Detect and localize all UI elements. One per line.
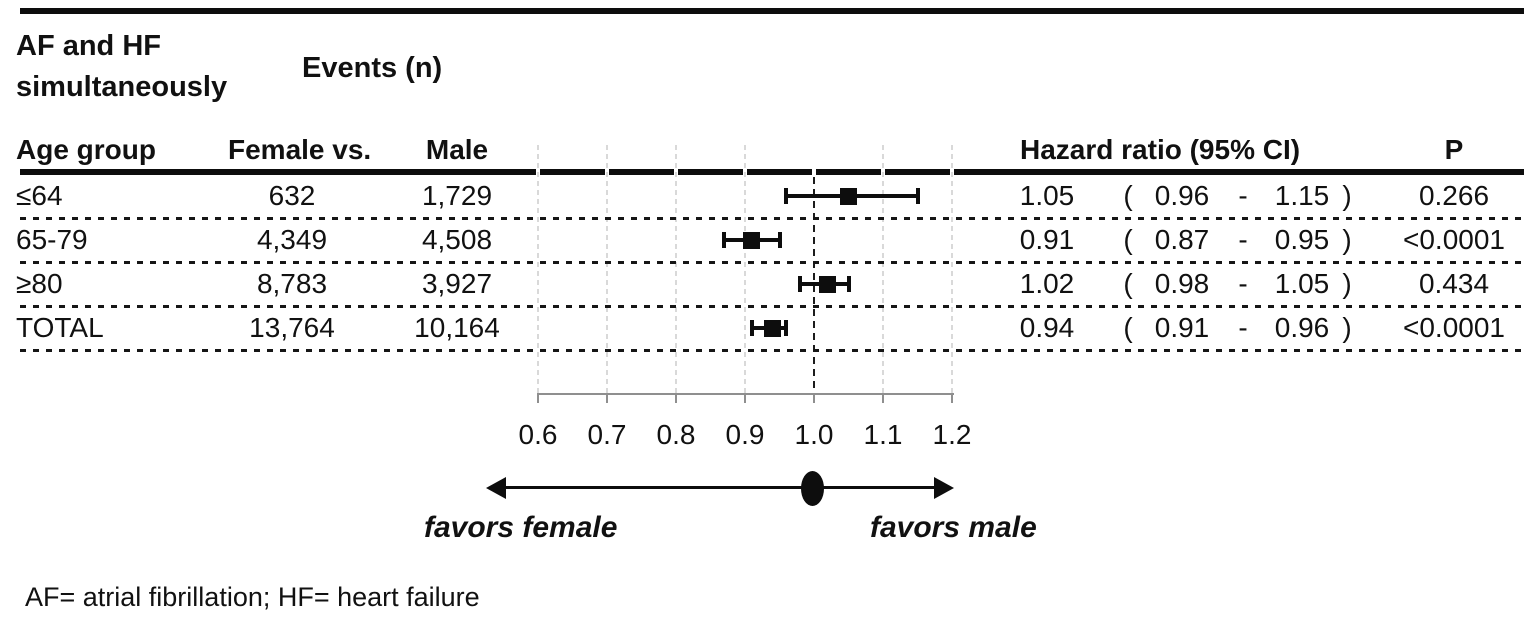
figure-title: AF and HF simultaneously bbox=[16, 26, 227, 108]
row-separator bbox=[20, 305, 1524, 308]
ci-cap-high bbox=[846, 276, 851, 292]
figure-title-line1: AF and HF bbox=[16, 30, 161, 62]
x-axis-tick-label: 0.6 bbox=[518, 419, 558, 450]
ci-dash: - bbox=[1238, 268, 1248, 299]
top-rule bbox=[20, 8, 1524, 14]
ci-open-paren: ( bbox=[1123, 312, 1133, 343]
ci-low-cell: 0.87 bbox=[1154, 224, 1210, 255]
header-rule bbox=[20, 169, 1524, 175]
ci-low-cell: 0.91 bbox=[1154, 312, 1210, 343]
age-group-cell: ≤64 bbox=[16, 180, 63, 211]
hazard-ratio-cell: 1.05 bbox=[1019, 180, 1075, 211]
x-axis-tick bbox=[951, 393, 953, 403]
gridline bbox=[537, 145, 539, 394]
x-axis-tick bbox=[813, 393, 815, 403]
ci-open-paren: ( bbox=[1123, 180, 1133, 211]
x-axis-tick bbox=[606, 393, 608, 403]
table-row-65-79: 65-79 4,349 4,508 0.91 ( 0.87 - 0.95 ) <… bbox=[0, 219, 1534, 261]
favors-male-label: favors male bbox=[870, 511, 1037, 544]
row-separator bbox=[20, 349, 1524, 352]
x-axis-tick-label: 1.0 bbox=[794, 419, 834, 450]
ci-low-cell: 0.98 bbox=[1154, 268, 1210, 299]
hr-point-marker bbox=[819, 275, 837, 293]
row-separator bbox=[20, 217, 1524, 220]
ci-high-cell: 1.05 bbox=[1274, 268, 1330, 299]
p-value-cell: <0.0001 bbox=[1403, 224, 1505, 255]
ci-close-paren: ) bbox=[1342, 180, 1352, 211]
ci-high-cell: 0.96 bbox=[1274, 312, 1330, 343]
hr-point-marker bbox=[840, 187, 857, 205]
ci-cap-high bbox=[784, 320, 789, 336]
male-events-cell: 10,164 bbox=[414, 312, 500, 343]
ci-high-cell: 1.15 bbox=[1274, 180, 1330, 211]
hr-point-marker bbox=[764, 319, 782, 337]
ci-dash: - bbox=[1238, 180, 1248, 211]
x-axis-tick-label: 1.1 bbox=[863, 419, 903, 450]
x-axis-tick bbox=[537, 393, 539, 403]
gridline bbox=[606, 145, 608, 394]
hr-point-marker bbox=[743, 231, 761, 249]
ci-dash: - bbox=[1238, 312, 1248, 343]
x-axis-tick bbox=[882, 393, 884, 403]
column-header-age-group: Age group bbox=[16, 134, 156, 165]
null-effect-ellipse bbox=[801, 471, 824, 506]
ci-cap-low bbox=[798, 276, 803, 292]
gridline bbox=[882, 145, 884, 394]
hazard-ratio-cell: 0.94 bbox=[1019, 312, 1075, 343]
x-axis-tick-label: 0.7 bbox=[587, 419, 627, 450]
x-axis-tick bbox=[744, 393, 746, 403]
column-header-female-vs: Female vs. bbox=[228, 134, 372, 165]
ci-dash: - bbox=[1238, 224, 1248, 255]
arrow-left-icon bbox=[486, 477, 506, 499]
female-events-cell: 8,783 bbox=[256, 268, 328, 299]
hazard-ratio-cell: 0.91 bbox=[1019, 224, 1075, 255]
row-separator bbox=[20, 261, 1524, 264]
x-axis-tick-label: 1.2 bbox=[932, 419, 972, 450]
arrow-right-icon bbox=[934, 477, 954, 499]
x-axis-tick bbox=[675, 393, 677, 403]
table-row-total: TOTAL 13,764 10,164 0.94 ( 0.91 - 0.96 )… bbox=[0, 307, 1534, 349]
ci-close-paren: ) bbox=[1342, 224, 1352, 255]
footnote: AF= atrial fibrillation; HF= heart failu… bbox=[25, 582, 480, 612]
table-row-ge80: ≥80 8,783 3,927 1.02 ( 0.98 - 1.05 ) 0.4… bbox=[0, 263, 1534, 305]
p-value-cell: 0.266 bbox=[1418, 180, 1490, 211]
female-events-cell: 4,349 bbox=[256, 224, 328, 255]
ci-close-paren: ) bbox=[1342, 268, 1352, 299]
ci-close-paren: ) bbox=[1342, 312, 1352, 343]
ci-cap-low bbox=[722, 232, 727, 248]
ci-open-paren: ( bbox=[1123, 224, 1133, 255]
age-group-cell: ≥80 bbox=[16, 268, 63, 299]
male-events-cell: 4,508 bbox=[421, 224, 493, 255]
gridline bbox=[744, 145, 746, 394]
column-header-male: Male bbox=[425, 134, 489, 165]
ci-cap-high bbox=[915, 188, 920, 204]
female-events-cell: 632 bbox=[268, 180, 316, 211]
x-axis-tick-label: 0.8 bbox=[656, 419, 696, 450]
female-events-cell: 13,764 bbox=[249, 312, 335, 343]
gridline bbox=[951, 145, 953, 394]
ci-cap-low bbox=[749, 320, 754, 336]
favors-female-label: favors female bbox=[424, 511, 618, 544]
male-events-cell: 3,927 bbox=[421, 268, 493, 299]
age-group-cell: 65-79 bbox=[16, 224, 88, 255]
ci-low-cell: 0.96 bbox=[1154, 180, 1210, 211]
hazard-ratio-cell: 1.02 bbox=[1019, 268, 1075, 299]
events-header: Events (n) bbox=[302, 52, 443, 84]
p-value-cell: <0.0001 bbox=[1403, 312, 1505, 343]
ci-cap-low bbox=[784, 188, 789, 204]
gridline bbox=[675, 145, 677, 394]
table-row-le64: ≤64 632 1,729 1.05 ( 0.96 - 1.15 ) 0.266 bbox=[0, 175, 1534, 217]
x-axis-tick-label: 0.9 bbox=[725, 419, 765, 450]
ci-cap-high bbox=[777, 232, 782, 248]
p-value-cell: 0.434 bbox=[1418, 268, 1490, 299]
column-header-hazard-ratio: Hazard ratio (95% CI) bbox=[1020, 134, 1301, 165]
ci-high-cell: 0.95 bbox=[1274, 224, 1330, 255]
figure-title-line2: simultaneously bbox=[16, 71, 228, 103]
male-events-cell: 1,729 bbox=[421, 180, 493, 211]
age-group-cell: TOTAL bbox=[16, 312, 104, 343]
ci-open-paren: ( bbox=[1123, 268, 1133, 299]
direction-arrow-line bbox=[497, 486, 941, 489]
column-header-p-value: P bbox=[1444, 134, 1464, 165]
